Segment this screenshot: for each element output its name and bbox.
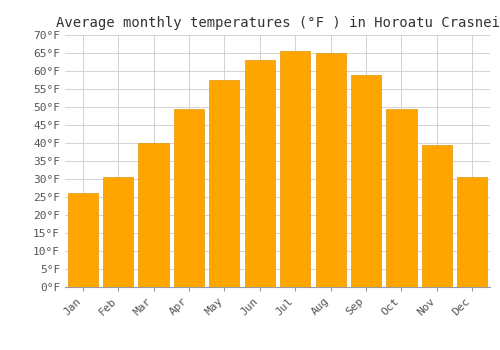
Bar [210, 80, 240, 287]
Bar [68, 193, 98, 287]
Bar [351, 75, 381, 287]
Bar [174, 109, 204, 287]
Bar [280, 51, 310, 287]
Bar [138, 143, 168, 287]
Bar [422, 145, 452, 287]
Bar [103, 177, 133, 287]
Bar [386, 109, 416, 287]
Bar [457, 177, 488, 287]
Bar [316, 53, 346, 287]
Title: Average monthly temperatures (°F ) in Horoatu Crasnei: Average monthly temperatures (°F ) in Ho… [56, 16, 500, 30]
Bar [244, 60, 275, 287]
